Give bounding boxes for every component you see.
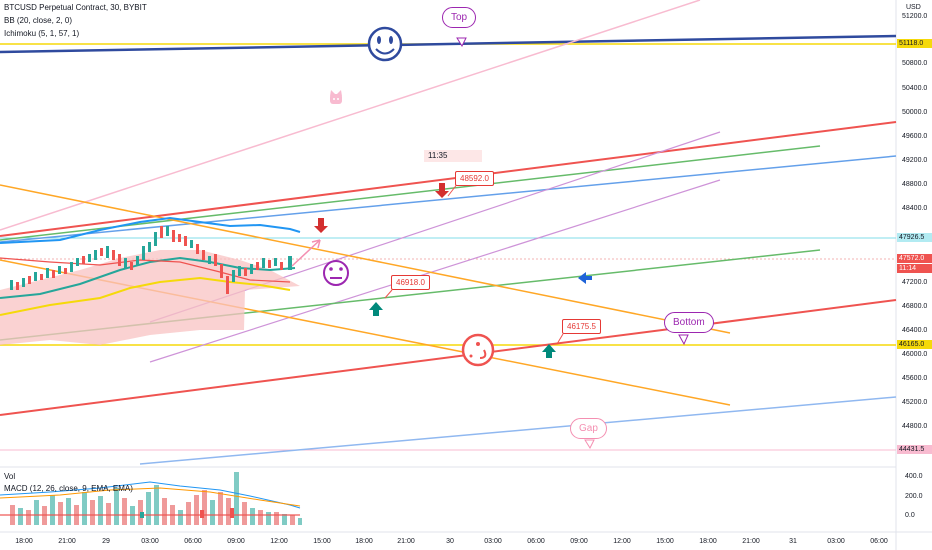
neutral-face-icon[interactable] (323, 260, 349, 286)
countdown-badge: 11:14 (897, 264, 932, 273)
ichimoku-cloud (0, 250, 300, 345)
macd-legend[interactable]: MACD (12, 26, close, 9, EMA, EMA) (4, 484, 133, 493)
arrow-down-icon[interactable] (435, 183, 449, 198)
projection-arrow-line[interactable] (291, 239, 321, 267)
price-tick: 47200.0 (902, 279, 928, 286)
price-tick: 48800.0 (902, 181, 928, 188)
time-tick: 18:00 (699, 538, 717, 545)
time-tick: 03:00 (141, 538, 159, 545)
candlesticks[interactable] (10, 226, 292, 294)
time-tick: 15:00 (313, 538, 331, 545)
smiley-icon[interactable] (367, 26, 403, 62)
price-tick: 50400.0 (902, 85, 928, 92)
blue-trend-line-lower[interactable] (139, 396, 897, 465)
blue-trend-line[interactable] (0, 34, 897, 54)
price-callout-46175[interactable]: 46175.5 (562, 319, 601, 334)
green-channel-line[interactable] (0, 145, 821, 241)
bollinger-middle-band (0, 256, 296, 299)
time-tick: 18:00 (15, 538, 33, 545)
time-tick: 03:00 (827, 538, 845, 545)
arrow-up-icon[interactable] (369, 302, 383, 316)
time-tick: 12:00 (613, 538, 631, 545)
time-tick: 31 (789, 538, 797, 545)
price-tick: 45600.0 (902, 375, 928, 382)
macd-signal-line (0, 487, 301, 507)
cyan-price-badge: 47926.5 (897, 233, 932, 242)
time-tick: 06:00 (527, 538, 545, 545)
time-tick: 09:00 (227, 538, 245, 545)
bollinger-upper-band (0, 216, 301, 244)
support-price-badge: 46165.0 (897, 340, 932, 349)
purple-channel-bottom-line[interactable] (149, 179, 721, 363)
price-callout-48592[interactable]: 48592.0 (455, 171, 494, 186)
macd-tick: 0.0 (905, 512, 915, 519)
time-tick: 03:00 (484, 538, 502, 545)
crosshair-time-tooltip: 11:35 (428, 151, 448, 160)
volume-bars (10, 472, 302, 525)
crosshair-tooltip-bg (424, 150, 482, 162)
blue-channel-line[interactable] (0, 155, 897, 243)
time-tick: 21:00 (742, 538, 760, 545)
vol-legend[interactable]: Vol (4, 472, 16, 481)
macd-histogram (0, 508, 300, 518)
sad-face-icon[interactable] (461, 333, 495, 367)
bottom-label-bubble[interactable]: Bottom (664, 312, 714, 333)
macd-tick: 200.0 (905, 493, 923, 500)
time-tick: 30 (446, 538, 454, 545)
orange-trend-line-upper[interactable] (0, 184, 731, 334)
time-tick: 21:00 (397, 538, 415, 545)
top-label-bubble[interactable]: Top (442, 7, 477, 28)
price-tick: 50000.0 (902, 109, 928, 116)
pink-trend-line[interactable] (0, 0, 701, 231)
current-price-badge: 47572.0 (897, 254, 932, 263)
time-tick: 29 (102, 538, 110, 545)
price-tick: 48400.0 (902, 205, 928, 212)
red-trend-line-lower[interactable] (0, 299, 897, 416)
ichimoku-legend[interactable]: Ichimoku (5, 1, 57, 1) (4, 29, 80, 38)
arrow-up-icon[interactable] (542, 344, 556, 358)
price-tick: 46800.0 (902, 303, 928, 310)
time-tick: 18:00 (355, 538, 373, 545)
time-tick: 06:00 (184, 538, 202, 545)
price-tick: 44800.0 (902, 423, 928, 430)
time-tick: 06:00 (870, 538, 888, 545)
symbol-legend[interactable]: BTCUSD Perpetual Contract, 30, BYBIT (4, 3, 147, 12)
price-tick: 51200.0 (902, 13, 928, 20)
price-tick: 46000.0 (902, 351, 928, 358)
arrow-left-icon[interactable] (578, 272, 592, 284)
time-tick: 12:00 (270, 538, 288, 545)
gap-label-bubble[interactable]: Gap (570, 418, 607, 439)
resistance-price-badge: 51118.0 (897, 39, 932, 48)
time-tick: 15:00 (656, 538, 674, 545)
price-tick: 49600.0 (902, 133, 928, 140)
gap-price-badge: 44431.5 (897, 445, 932, 454)
bollinger-lower-band (0, 257, 291, 283)
purple-channel-top-line[interactable] (149, 131, 721, 323)
arrow-down-icon[interactable] (314, 218, 328, 233)
bb-legend[interactable]: BB (20, close, 2, 0) (4, 16, 73, 25)
price-callout-46918[interactable]: 46918.0 (391, 275, 430, 290)
price-tick: 45200.0 (902, 399, 928, 406)
price-tick: 46400.0 (902, 327, 928, 334)
price-tick: 49200.0 (902, 157, 928, 164)
price-tick: 50800.0 (902, 60, 928, 67)
red-channel-top-line[interactable] (0, 121, 897, 237)
time-tick: 09:00 (570, 538, 588, 545)
time-tick: 21:00 (58, 538, 76, 545)
macd-tick: 400.0 (905, 473, 923, 480)
currency-label: USD (906, 4, 921, 11)
ichimoku-span-line (0, 276, 291, 316)
cat-icon[interactable] (330, 90, 342, 104)
